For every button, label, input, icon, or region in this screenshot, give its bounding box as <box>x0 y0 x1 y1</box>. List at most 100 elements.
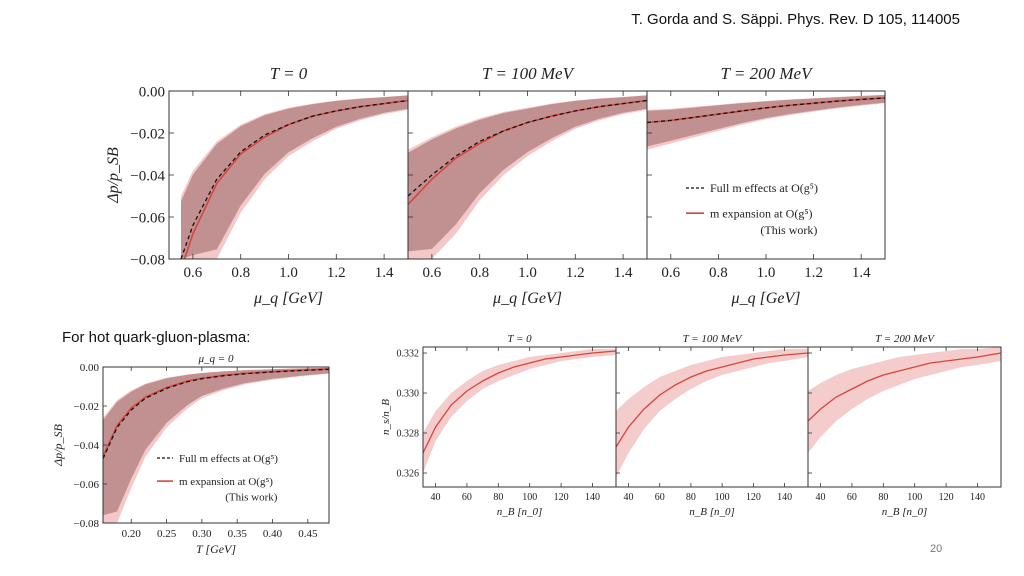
panel-2: 0.6 0.8 1.0 1.2 1.4 T = 100 MeV μ_q [GeV] <box>407 64 648 307</box>
chart-pressure-T: 0.20 0.25 0.30 0.35 0.40 0.45 0.00 −0.02 −0.04 −0… <box>51 353 330 556</box>
central-line <box>616 352 808 448</box>
y-tick-label: −0.08 <box>130 252 165 268</box>
full-m-dashed-line <box>103 368 329 459</box>
y-tick-label: −0.04 <box>74 440 100 452</box>
uncertainty-band-full-m <box>181 95 408 259</box>
panel-title: μ_q = 0 <box>198 353 234 365</box>
panel-title: T = 100 MeV <box>482 64 576 83</box>
central-line <box>423 350 616 454</box>
x-tick-label: 140 <box>970 492 985 503</box>
y-tick-label: −0.04 <box>130 168 165 184</box>
y-axis-label: n_s/n_B <box>380 399 392 435</box>
x-tick-label: 1.4 <box>614 265 633 281</box>
chart-density-ratio: 40 60 80 100 120 140 0.326 0.328 0.330 0.332 T = 0… <box>380 333 1002 518</box>
y-axis-label: Δp/p_SB <box>51 423 65 466</box>
panel-3: 40 60 80 100 120 140 T = 200 MeV n_B [n_0] <box>807 333 1002 518</box>
legend-note: (This work) <box>225 491 278 503</box>
x-tick-label: 0.6 <box>184 265 203 281</box>
citation-text: T. Gorda and S. Säppi. Phys. Rev. D 105,… <box>631 11 960 28</box>
legend-note: (This work) <box>760 223 817 237</box>
x-axis-label: T [GeV] <box>196 542 236 556</box>
panel-3: 0.6 0.8 1.0 1.2 1.4 T = 200 MeV μ_q [GeV] <box>646 64 886 307</box>
x-tick-label: 100 <box>522 492 537 503</box>
panel-1: 0.6 0.8 1.0 1.2 1.4 0.00 −0.02 −0.04 −0.06 −0.08 T… <box>130 64 409 307</box>
x-tick-label: 1.0 <box>518 265 537 281</box>
panel-title: T = 200 MeV <box>721 64 815 83</box>
plot-area <box>616 349 808 477</box>
chart-pressure-mu: 0.6 0.8 1.0 1.2 1.4 0.00 −0.02 −0.04 −0.06 −0.08 T… <box>105 64 886 307</box>
y-tick-label: 0.326 <box>397 469 420 480</box>
y-tick-label: 0.330 <box>397 389 420 400</box>
x-axis-label: μ_q [GeV] <box>492 290 562 307</box>
panel-1: 40 60 80 100 120 140 0.326 0.328 0.330 0.332 T = 0… <box>397 333 617 518</box>
y-axis-label: Δp/p_SB <box>105 147 122 204</box>
legend-dashed-label: Full m effects at O(g⁵) <box>710 181 818 195</box>
x-tick-label: 120 <box>746 492 761 503</box>
y-tick-label: −0.06 <box>74 479 100 491</box>
y-tick-label: 0.00 <box>139 84 165 100</box>
uncertainty-band-full-m <box>103 367 329 516</box>
page-number: 20 <box>930 543 943 555</box>
full-m-dashed-line <box>180 99 408 259</box>
x-tick-label: 140 <box>585 492 600 503</box>
x-tick-label: 1.4 <box>375 265 394 281</box>
plot-area <box>423 349 616 473</box>
x-tick-label: 60 <box>847 492 857 503</box>
x-tick-label: 0.8 <box>231 265 250 281</box>
x-tick-label: 40 <box>431 492 441 503</box>
x-tick-label: 100 <box>907 492 922 503</box>
x-tick-label: 0.40 <box>263 528 283 540</box>
full-m-dashed-line <box>408 99 647 197</box>
legend-solid-label: m expansion at O(g⁵) <box>179 476 273 488</box>
x-tick-label: 0.6 <box>661 265 680 281</box>
central-line <box>808 352 1001 422</box>
y-tick-label: 0.328 <box>397 429 420 440</box>
x-tick-label: 80 <box>493 492 503 503</box>
y-tick-label: 0.00 <box>80 362 100 374</box>
panel-title: T = 200 MeV <box>875 333 935 345</box>
x-tick-label: 40 <box>816 492 826 503</box>
y-tick-label: −0.02 <box>74 401 99 413</box>
full-m-dashed-line <box>647 97 885 124</box>
panel-title: T = 0 <box>507 333 532 345</box>
x-tick-label: 1.0 <box>757 265 776 281</box>
y-tick-label: −0.02 <box>130 126 165 142</box>
plot-area <box>103 367 329 523</box>
y-tick-label: −0.06 <box>130 210 165 226</box>
uncertainty-band <box>423 349 616 473</box>
panel-title: T = 0 <box>270 64 308 83</box>
x-tick-label: 40 <box>623 492 633 503</box>
x-tick-label: 100 <box>715 492 730 503</box>
x-axis-label: n_B [n_0] <box>497 506 543 518</box>
x-tick-label: 120 <box>554 492 569 503</box>
x-axis-label: μ_q [GeV] <box>253 290 323 307</box>
x-tick-label: 0.25 <box>157 528 177 540</box>
uncertainty-band <box>616 349 808 477</box>
plot-area <box>408 95 647 259</box>
x-tick-label: 1.2 <box>566 265 585 281</box>
y-tick-label: 0.332 <box>397 349 420 360</box>
x-tick-label: 0.6 <box>423 265 442 281</box>
x-axis-label: n_B [n_0] <box>689 506 735 518</box>
plot-area <box>180 95 408 259</box>
x-tick-label: 80 <box>686 492 696 503</box>
x-tick-label: 1.4 <box>852 265 871 281</box>
uncertainty-band-full-m <box>408 95 647 252</box>
x-tick-label: 60 <box>462 492 472 503</box>
panel-title: T = 100 MeV <box>683 333 743 345</box>
x-axis-label: μ_q [GeV] <box>731 290 801 307</box>
x-tick-label: 80 <box>878 492 888 503</box>
x-tick-label: 0.30 <box>192 528 212 540</box>
legend-solid-label: m expansion at O(g⁵) <box>710 206 813 220</box>
panel-2: 40 60 80 100 120 140 T = 100 MeV n_B [n_0] <box>615 333 809 518</box>
y-tick-label: −0.08 <box>74 518 100 530</box>
x-tick-label: 1.2 <box>804 265 823 281</box>
plot-area <box>647 94 885 150</box>
x-tick-label: 120 <box>939 492 954 503</box>
panel-frame <box>807 346 1002 488</box>
x-tick-label: 1.0 <box>279 265 298 281</box>
x-tick-label: 0.35 <box>228 528 248 540</box>
x-axis-label: n_B [n_0] <box>882 506 928 518</box>
plot-area <box>808 347 1001 453</box>
x-tick-label: 0.8 <box>470 265 489 281</box>
